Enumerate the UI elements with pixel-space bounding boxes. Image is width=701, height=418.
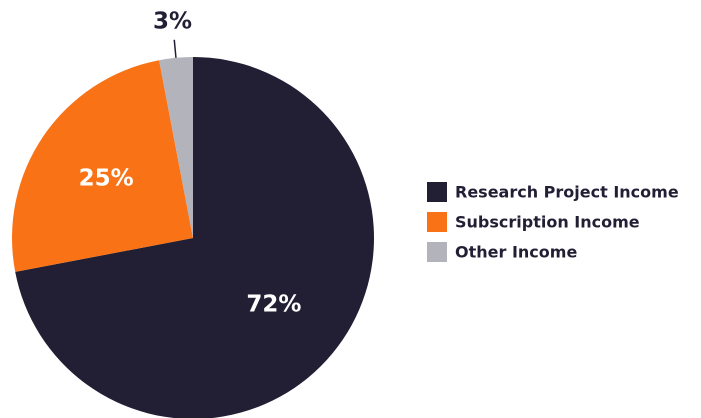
data-label: 3% — [153, 8, 192, 34]
pie-slice — [11, 60, 193, 272]
pie-slice — [159, 57, 193, 238]
pie-slice — [15, 57, 374, 418]
leader-line — [173, 39, 177, 58]
legend-label: Research Project Income — [455, 183, 679, 202]
data-label: 72% — [246, 291, 301, 317]
legend-swatch — [427, 242, 447, 262]
legend-label: Subscription Income — [455, 213, 640, 232]
legend-label: Other Income — [455, 243, 577, 262]
legend-swatch — [427, 182, 447, 202]
data-label: 25% — [79, 165, 134, 191]
legend-swatch — [427, 212, 447, 232]
